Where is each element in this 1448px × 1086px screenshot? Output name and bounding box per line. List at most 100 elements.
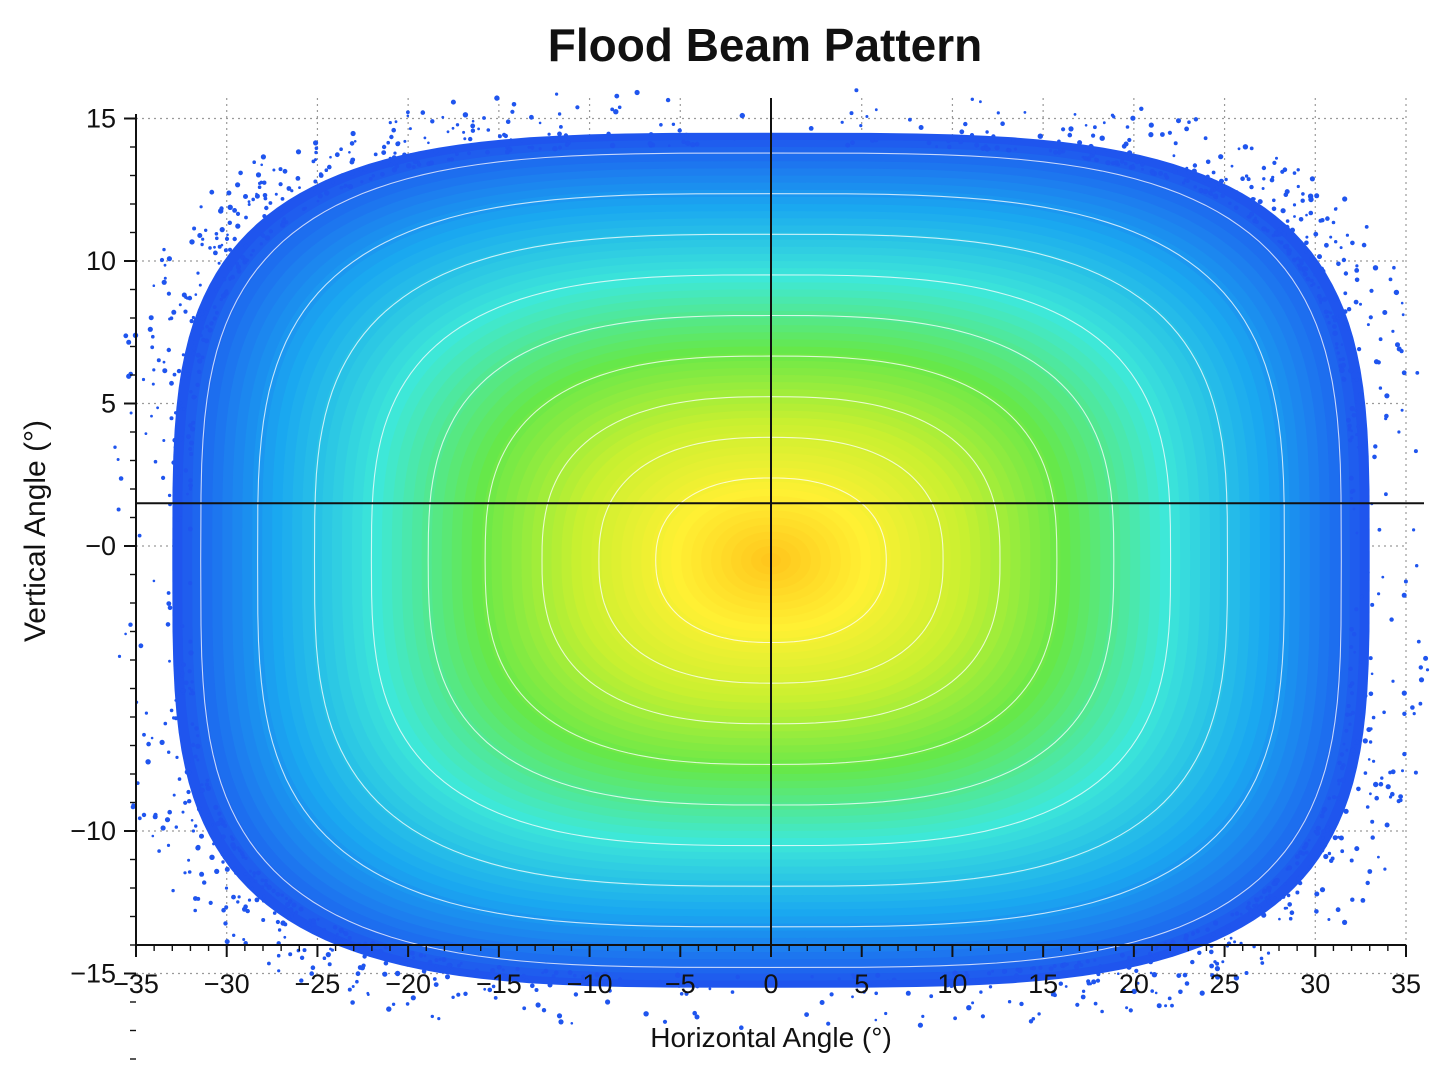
scatter-point: [522, 1006, 527, 1011]
scatter-point: [220, 243, 224, 247]
scatter-point: [511, 102, 517, 107]
scatter-point: [1269, 177, 1275, 183]
scatter-point: [389, 134, 394, 140]
scatter-point: [186, 789, 191, 795]
scatter-point: [187, 669, 192, 674]
scatter-point: [195, 352, 201, 358]
y-tick-label: −10: [70, 816, 116, 846]
scatter-point: [117, 654, 122, 659]
scatter-point: [166, 591, 171, 595]
scatter-point: [285, 902, 291, 907]
scatter-point: [171, 888, 175, 893]
scatter-point: [1134, 968, 1139, 974]
scatter-point: [209, 854, 215, 860]
scatter-point: [1199, 990, 1205, 996]
scatter-point: [1214, 966, 1220, 972]
scatter-point: [1340, 849, 1345, 854]
scatter-point: [176, 368, 182, 374]
scatter-point: [1343, 291, 1348, 296]
scatter-point: [1357, 347, 1362, 352]
scatter-point: [1318, 218, 1323, 223]
scatter-point: [200, 355, 205, 360]
scatter-point: [1338, 835, 1344, 841]
scatter-point: [1348, 475, 1354, 481]
scatter-point: [571, 135, 574, 139]
scatter-point: [187, 858, 191, 862]
scatter-point: [964, 971, 968, 975]
scatter-point: [218, 208, 224, 214]
scatter-point: [174, 411, 178, 415]
scatter-point: [1337, 760, 1342, 766]
scatter-point: [260, 154, 266, 160]
scatter-point: [275, 892, 281, 897]
scatter-point: [252, 160, 256, 164]
scatter-point: [690, 142, 696, 148]
scatter-point: [1303, 843, 1309, 849]
scatter-point: [1235, 198, 1240, 203]
scatter-point: [1425, 668, 1430, 672]
scatter-point: [169, 708, 174, 713]
scatter-point: [521, 973, 526, 978]
scatter-point: [1246, 215, 1250, 219]
scatter-point: [1170, 1003, 1174, 1008]
scatter-point: [340, 938, 344, 942]
scatter-point: [254, 879, 258, 883]
scatter-point: [730, 990, 735, 994]
scatter-point: [264, 882, 269, 887]
scatter-point: [1105, 160, 1111, 166]
scatter-point: [152, 284, 156, 288]
scatter-point: [1099, 135, 1105, 141]
scatter-point: [262, 193, 268, 198]
scatter-point: [236, 268, 242, 274]
scatter-point: [288, 907, 294, 913]
scatter-point: [1198, 188, 1203, 193]
scatter-point: [304, 206, 307, 210]
scatter-point: [166, 256, 172, 262]
scatter-point: [209, 189, 215, 195]
scatter-point: [434, 964, 439, 968]
scatter-point: [1219, 178, 1224, 184]
scatter-point: [186, 770, 192, 776]
scatter-point: [1209, 949, 1214, 955]
scatter-point: [217, 261, 221, 265]
scatter-point: [463, 991, 468, 996]
scatter-point: [438, 958, 442, 961]
scatter-point: [175, 755, 179, 760]
scatter-point: [1402, 711, 1407, 716]
scatter-point: [1359, 594, 1364, 599]
scatter-point: [1250, 197, 1256, 202]
scatter-point: [1380, 776, 1384, 780]
scatter-point: [1068, 126, 1074, 132]
scatter-point: [559, 125, 563, 129]
scatter-point: [405, 1002, 410, 1006]
scatter-point: [462, 130, 466, 134]
scatter-point: [285, 897, 288, 900]
scatter-point: [870, 981, 877, 988]
scatter-point: [1368, 315, 1373, 320]
scatter-point: [284, 907, 288, 910]
scatter-point: [457, 963, 461, 968]
scatter-point: [1343, 808, 1349, 814]
scatter-point: [409, 950, 415, 956]
scatter-point: [884, 1011, 888, 1016]
scatter-point: [1049, 972, 1054, 977]
scatter-point: [1173, 141, 1178, 146]
scatter-point: [1384, 393, 1390, 399]
scatter-point: [171, 309, 177, 315]
scatter-point: [163, 721, 168, 726]
scatter-point: [302, 948, 307, 953]
scatter-point: [963, 121, 968, 127]
scatter-point: [1344, 728, 1349, 733]
scatter-point: [150, 345, 155, 350]
scatter-point: [552, 146, 558, 152]
scatter-point: [224, 905, 229, 910]
scatter-point: [1007, 1000, 1012, 1004]
scatter-point: [214, 288, 218, 293]
scatter-point: [251, 197, 255, 202]
scatter-point: [1388, 795, 1393, 799]
scatter-point: [1350, 489, 1354, 492]
scatter-point: [411, 165, 416, 169]
x-tick-label: 5: [854, 969, 869, 999]
scatter-point: [1340, 777, 1346, 783]
scatter-point: [239, 850, 244, 855]
